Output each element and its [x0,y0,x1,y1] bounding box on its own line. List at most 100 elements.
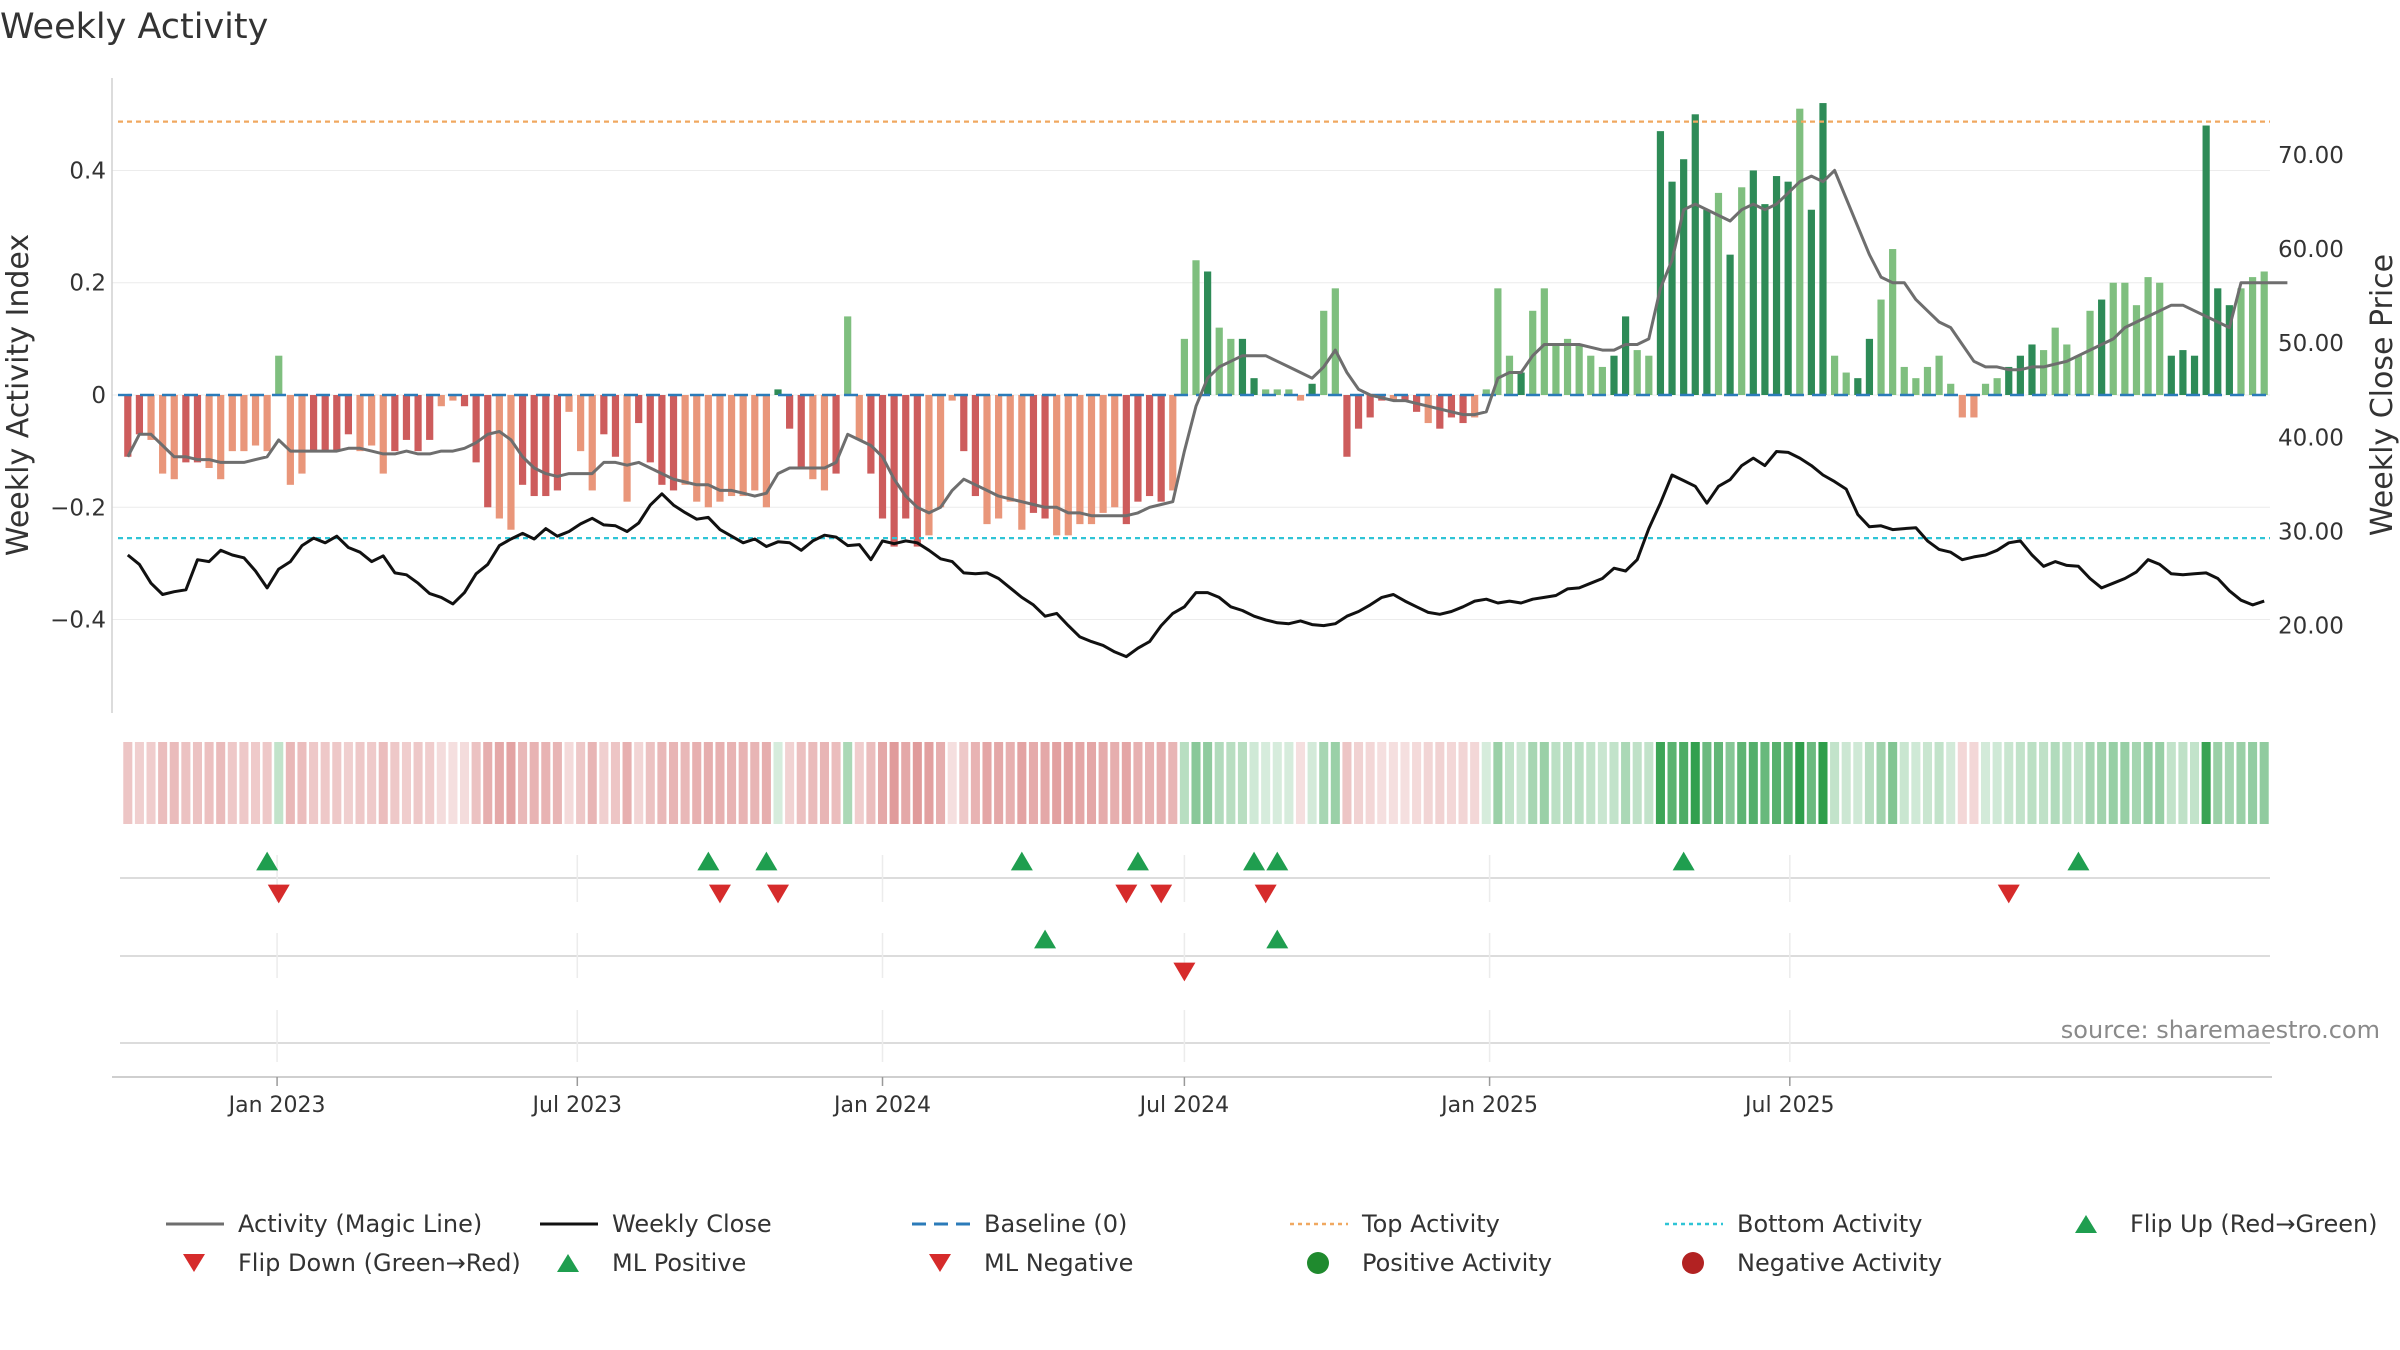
flip-up-marker [1266,851,1289,871]
heat-cell [401,742,411,824]
heat-cell [1098,742,1108,824]
legend-label: Weekly Close [612,1210,772,1238]
activity-bar [460,395,469,407]
activity-bar [2179,350,2187,395]
heat-cell [1737,742,1747,824]
heat-cell [1017,742,1027,824]
ml-positive-marker [1266,929,1289,949]
activity-bar [936,395,945,508]
activity-bar [1029,395,1038,513]
activity-bar [2202,125,2210,396]
heat-cell [1679,742,1689,824]
legend-item: ML Positive [557,1249,746,1277]
activity-bar [1343,395,1351,457]
heat-cell [889,742,899,824]
activity-bar [356,395,364,452]
right-axis-label: Weekly Close Price [2365,254,2400,536]
activity-bar [507,395,515,530]
activity-bar [751,395,759,491]
heat-cell [901,742,911,824]
heat-cell [1342,742,1352,824]
heat-cell [1609,742,1619,824]
activity-bar [251,395,260,446]
heat-cell [436,742,446,824]
activity-bar [1830,355,1839,395]
heat-cell [1690,742,1700,824]
activity-bar [855,395,863,440]
activity-bar [391,395,399,452]
activity-bar [402,395,411,440]
activity-bar [2074,355,2083,395]
heat-cell [1493,742,1503,824]
activity-bar [2156,282,2164,395]
activity-bar [472,395,480,463]
activity-bar [669,395,678,491]
heat-cell [1133,742,1143,824]
heat-cell [970,742,980,824]
heat-cell [1655,742,1665,824]
heat-cell [1052,742,1062,824]
legend-label: ML Positive [612,1249,746,1277]
heat-cell [1644,742,1654,824]
activity-bar [1842,372,1850,395]
heat-cell [1470,742,1480,824]
activity-bar [2016,355,2024,395]
activity-bar [1111,395,1119,508]
x-tick-label: Jul 2024 [1138,1093,1230,1118]
heat-cell [1957,742,1967,824]
left-tick-label: 0 [91,383,106,409]
heat-cell [1876,742,1886,824]
legend-item: Activity (Magic Line) [166,1210,482,1238]
activity-bar [2225,305,2233,395]
activity-bar [263,395,271,452]
activity-bar [1784,181,1792,395]
flip-down-marker [1997,884,2020,904]
heat-cell [1888,742,1898,824]
heat-cell [2131,742,2142,824]
activity-bar [1877,299,1885,395]
heat-cell [668,742,679,824]
heat-cell [657,742,667,824]
heat-cell [1713,742,1724,824]
heat-cell [1841,742,1851,824]
ml-positive-marker [1034,929,1057,949]
heat-cell [947,742,957,824]
heat-cell [1922,742,1933,824]
heat-cell [413,742,423,824]
heat-cell [1632,742,1642,824]
left-tick-label: 0.4 [69,158,106,184]
heat-cell [506,742,516,824]
heat-cell [1028,742,1038,824]
heat-cell [1005,742,1015,824]
heat-cell [761,742,771,824]
heat-cell [448,742,458,824]
activity-bar [286,395,294,485]
legend-swatch [557,1254,579,1272]
heat-cell [576,742,586,824]
activity-bar [995,395,1003,519]
heat-cell [1563,742,1573,824]
x-tick-label: Jan 2023 [227,1093,326,1118]
activity-bar [542,395,550,497]
heat-cell [1179,742,1189,824]
activity-bar [228,395,236,452]
activity-bar [1366,395,1374,418]
activity-bar [344,395,353,435]
right-tick-label: 60.00 [2278,237,2344,263]
left-tick-label: −0.4 [50,608,106,634]
activity-bar [1819,103,1827,395]
heat-cell [2015,742,2025,824]
activity-bar [1401,395,1409,401]
activity-bar [1285,389,1293,395]
activity-bar [1587,355,1595,395]
heat-cell [1214,742,1224,824]
activity-bar [2051,327,2059,395]
activity-bar [1447,395,1456,418]
legend-item: Negative Activity [1682,1249,1942,1277]
flip-up-marker [1672,851,1695,871]
activity-bar [1215,327,1223,395]
legend-item: Bottom Activity [1665,1210,1922,1238]
heat-cell [2213,742,2223,824]
heat-cell [123,742,133,824]
activity-bar [333,395,341,452]
